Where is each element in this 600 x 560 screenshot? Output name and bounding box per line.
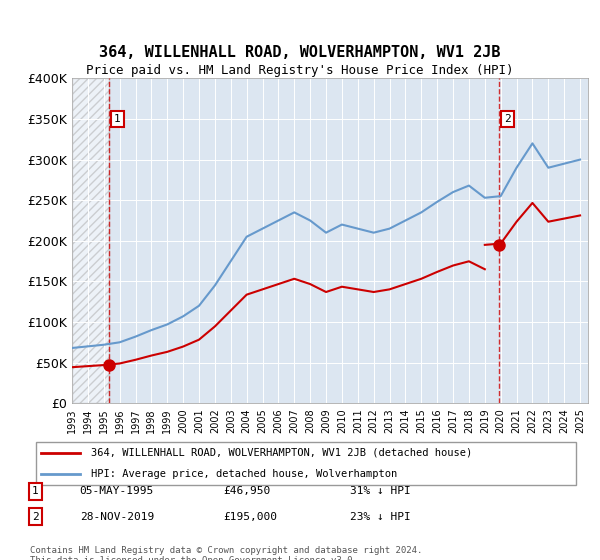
Text: HPI: Average price, detached house, Wolverhampton: HPI: Average price, detached house, Wolv… — [91, 469, 397, 479]
Bar — [72, 78, 109, 403]
Text: £46,950: £46,950 — [223, 487, 271, 496]
Text: 28-NOV-2019: 28-NOV-2019 — [80, 512, 154, 521]
Text: 23% ↓ HPI: 23% ↓ HPI — [350, 512, 411, 521]
Text: 05-MAY-1995: 05-MAY-1995 — [80, 487, 154, 496]
Text: 31% ↓ HPI: 31% ↓ HPI — [350, 487, 411, 496]
Text: 364, WILLENHALL ROAD, WOLVERHAMPTON, WV1 2JB: 364, WILLENHALL ROAD, WOLVERHAMPTON, WV1… — [99, 45, 501, 60]
Text: 1: 1 — [32, 487, 39, 496]
Bar — [72, 78, 109, 403]
Text: Contains HM Land Registry data © Crown copyright and database right 2024.
This d: Contains HM Land Registry data © Crown c… — [30, 546, 422, 560]
FancyBboxPatch shape — [35, 442, 577, 485]
Text: 364, WILLENHALL ROAD, WOLVERHAMPTON, WV1 2JB (detached house): 364, WILLENHALL ROAD, WOLVERHAMPTON, WV1… — [91, 448, 472, 458]
Text: 2: 2 — [504, 114, 511, 124]
Text: 1: 1 — [114, 114, 121, 124]
Text: £195,000: £195,000 — [223, 512, 277, 521]
Text: Price paid vs. HM Land Registry's House Price Index (HPI): Price paid vs. HM Land Registry's House … — [86, 64, 514, 77]
Text: 2: 2 — [32, 512, 39, 521]
